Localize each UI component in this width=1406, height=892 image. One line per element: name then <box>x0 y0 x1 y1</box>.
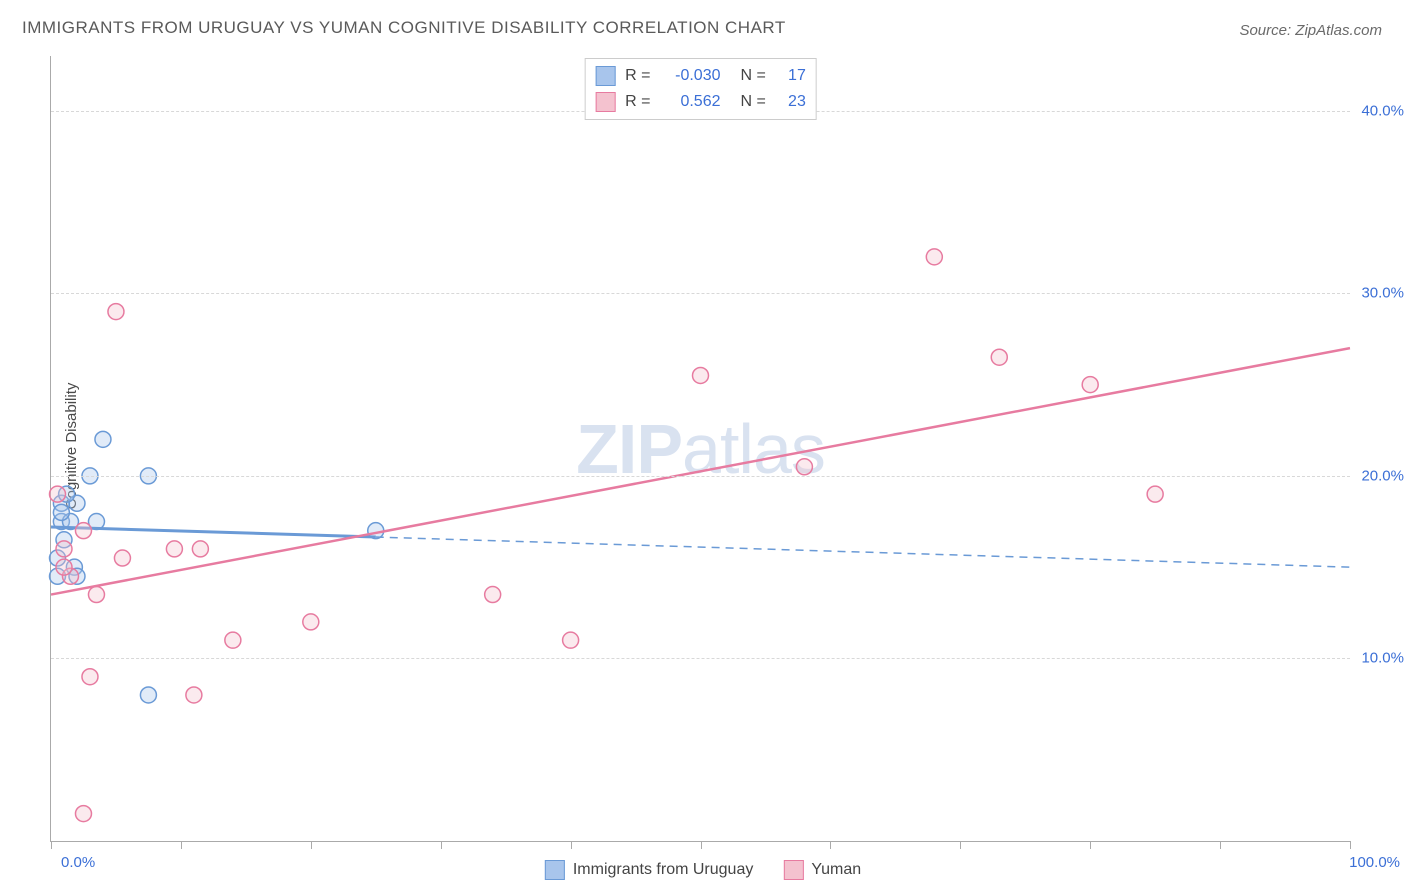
x-tick <box>181 841 182 849</box>
legend-swatch <box>545 860 565 880</box>
x-tick <box>441 841 442 849</box>
scatter-point <box>114 550 130 566</box>
gridline <box>51 293 1350 294</box>
legend-swatch <box>595 92 615 112</box>
x-tick <box>571 841 572 849</box>
r-value: 0.562 <box>661 89 721 115</box>
scatter-point <box>75 523 91 539</box>
gridline <box>51 476 1350 477</box>
y-tick-label: 20.0% <box>1361 467 1404 484</box>
scatter-point <box>49 486 65 502</box>
scatter-point <box>140 687 156 703</box>
x-tick-label: 0.0% <box>61 854 95 871</box>
r-label: R = <box>625 89 650 115</box>
legend-top-row: R = -0.030 N = 17 <box>595 63 806 89</box>
scatter-point <box>926 249 942 265</box>
scatter-point <box>225 632 241 648</box>
scatter-point <box>485 587 501 603</box>
scatter-point <box>56 559 72 575</box>
y-tick-label: 10.0% <box>1361 650 1404 667</box>
legend-label: Immigrants from Uruguay <box>573 861 754 879</box>
x-tick <box>960 841 961 849</box>
legend-swatch <box>595 66 615 86</box>
scatter-point <box>82 669 98 685</box>
trend-line <box>51 348 1350 594</box>
x-tick <box>1090 841 1091 849</box>
x-tick <box>830 841 831 849</box>
n-value: 23 <box>776 89 806 115</box>
scatter-point <box>192 541 208 557</box>
x-tick <box>1220 841 1221 849</box>
legend-top-row: R = 0.562 N = 23 <box>595 89 806 115</box>
x-tick <box>311 841 312 849</box>
y-tick-label: 40.0% <box>1361 102 1404 119</box>
legend-swatch <box>783 860 803 880</box>
correlation-legend: R = -0.030 N = 17 R = 0.562 N = 23 <box>584 58 817 120</box>
x-tick-label: 100.0% <box>1349 854 1400 871</box>
scatter-point <box>75 806 91 822</box>
r-label: R = <box>625 63 650 89</box>
scatter-point <box>796 459 812 475</box>
legend-label: Yuman <box>811 861 861 879</box>
n-label: N = <box>741 89 766 115</box>
n-value: 17 <box>776 63 806 89</box>
chart-title: IMMIGRANTS FROM URUGUAY VS YUMAN COGNITI… <box>22 18 786 38</box>
scatter-point <box>693 367 709 383</box>
scatter-point <box>53 504 69 520</box>
x-tick <box>51 841 52 849</box>
n-label: N = <box>741 63 766 89</box>
scatter-point <box>1082 377 1098 393</box>
legend-item: Immigrants from Uruguay <box>545 860 754 880</box>
gridline <box>51 658 1350 659</box>
trend-line-extrapolated <box>376 537 1350 567</box>
x-tick <box>1350 841 1351 849</box>
scatter-point <box>95 431 111 447</box>
scatter-point <box>108 304 124 320</box>
x-tick <box>701 841 702 849</box>
scatter-point <box>1147 486 1163 502</box>
scatter-point <box>56 541 72 557</box>
series-legend: Immigrants from Uruguay Yuman <box>545 860 861 880</box>
scatter-point <box>563 632 579 648</box>
scatter-point <box>991 349 1007 365</box>
chart-svg <box>51 56 1350 841</box>
source-attribution: Source: ZipAtlas.com <box>1239 22 1382 39</box>
scatter-point <box>166 541 182 557</box>
legend-item: Yuman <box>783 860 861 880</box>
scatter-point <box>88 587 104 603</box>
scatter-point <box>303 614 319 630</box>
trend-line <box>51 527 376 537</box>
r-value: -0.030 <box>661 63 721 89</box>
scatter-point <box>186 687 202 703</box>
plot-area: ZIPatlas R =-0.030N =17R =0.562N =23 10.… <box>50 56 1350 842</box>
y-tick-label: 30.0% <box>1361 285 1404 302</box>
